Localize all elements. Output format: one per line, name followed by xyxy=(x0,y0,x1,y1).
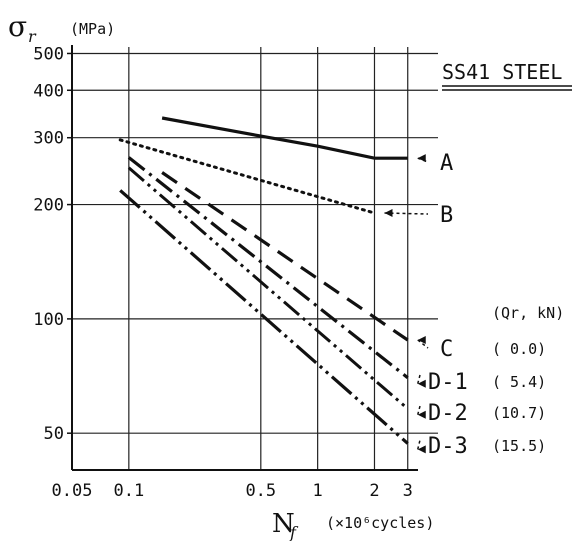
pointer-d-1 xyxy=(417,374,421,384)
x-tick-label: 1 xyxy=(313,481,323,501)
y-axis-symbol: σ xyxy=(8,10,27,43)
y-tick-label: 200 xyxy=(33,196,64,216)
series-line-d-1 xyxy=(127,156,409,379)
series-value-c: ( 0.0) xyxy=(492,340,546,358)
grid xyxy=(72,47,438,470)
material-label: SS41 STEEL xyxy=(442,60,562,84)
x-axis-unit: (×10⁶cycles) xyxy=(326,514,434,532)
y-axis-unit: (MPa) xyxy=(70,20,115,38)
pointer-d-2 xyxy=(417,405,421,415)
series-line-b xyxy=(118,138,376,215)
series-line-d-2 xyxy=(127,166,409,410)
series-label-d-2: D-2 xyxy=(428,401,468,426)
y-tick-label: 100 xyxy=(33,310,64,330)
x-axis-symbol: N xyxy=(272,509,295,539)
y-tick-label: 300 xyxy=(33,129,64,149)
y-tick-label: 500 xyxy=(33,44,64,64)
pointer-c xyxy=(417,339,429,349)
series-value-d-3: (15.5) xyxy=(492,437,546,455)
series-labels: A B C ( 0.0) D-1 ( 5.4) D-2 (10.7) D-3 (15.5) xyxy=(384,151,546,459)
x-tick-label: 0.05 xyxy=(52,481,93,501)
x-tick-label: 0.5 xyxy=(245,481,276,501)
arrowhead-a xyxy=(417,154,426,163)
y-tick-label: 400 xyxy=(33,81,64,101)
series-label-c: C xyxy=(440,337,453,362)
x-axis-symbol-sub: f xyxy=(289,523,299,541)
series-value-d-1: ( 5.4) xyxy=(492,373,546,391)
series-label-d-1: D-1 xyxy=(428,370,468,395)
x-tick-label: 2 xyxy=(369,481,379,501)
axes: 50 100 200 300 400 500 0.05 0.1 0.5 1 2 3 xyxy=(33,44,418,501)
series-value-d-2: (10.7) xyxy=(492,404,546,422)
series-line-d-3 xyxy=(119,189,409,445)
arrowhead-d-1 xyxy=(417,379,426,388)
arrowhead-b xyxy=(384,209,393,218)
y-axis-symbol-sub: r xyxy=(28,27,37,46)
series-label-b: B xyxy=(440,203,453,228)
legend-title: (Qr, kN) xyxy=(492,304,564,322)
arrowhead-d-3 xyxy=(417,445,426,454)
series xyxy=(118,116,409,445)
x-tick-label: 0.1 xyxy=(113,481,144,501)
x-tick-label: 3 xyxy=(403,481,413,501)
y-tick-label: 50 xyxy=(44,424,64,444)
arrowhead-d-2 xyxy=(417,410,426,419)
series-line-a xyxy=(161,116,408,160)
pointer-d-3 xyxy=(417,439,421,450)
series-label-a: A xyxy=(440,151,453,176)
series-line-c xyxy=(161,171,409,342)
series-label-d-3: D-3 xyxy=(428,434,468,459)
arrowhead-c xyxy=(417,335,426,344)
